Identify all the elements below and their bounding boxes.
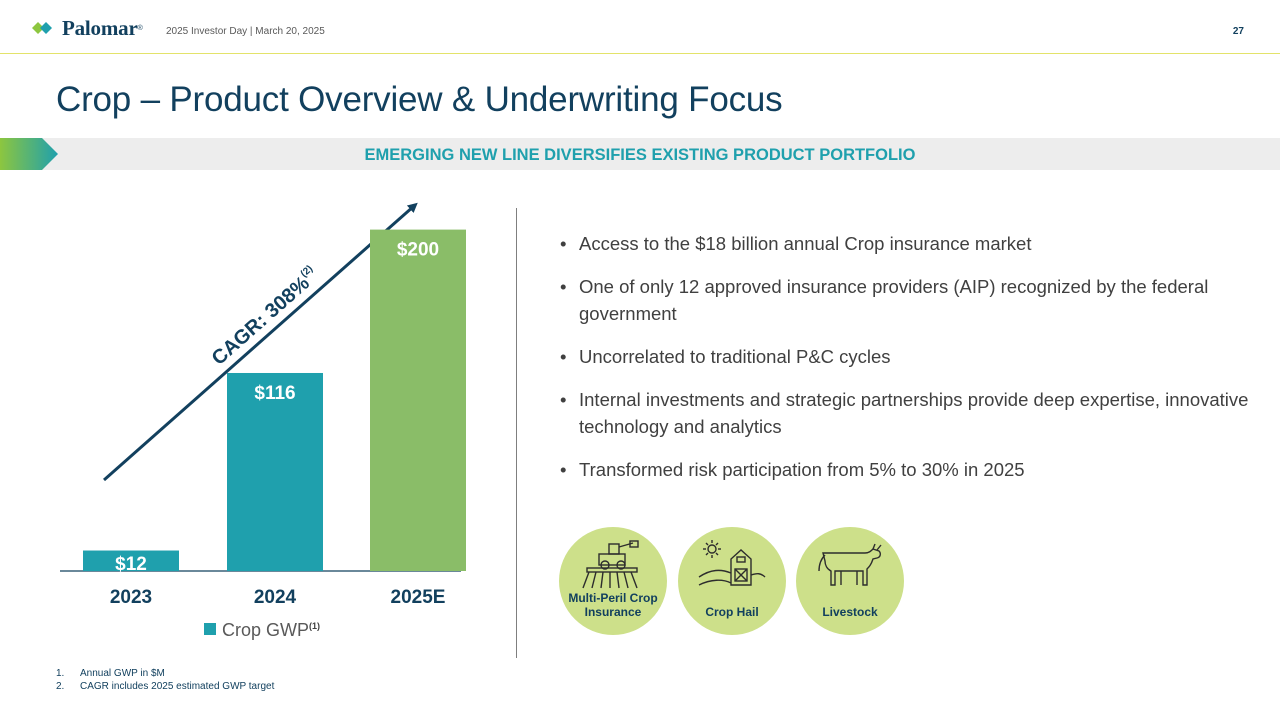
bullet-item: One of only 12 approved insurance provid…	[560, 273, 1250, 327]
bullet-item: Transformed risk participation from 5% t…	[560, 456, 1250, 483]
cagr-arrow	[103, 202, 418, 482]
legend-swatch	[204, 623, 216, 635]
banner-text: EMERGING NEW LINE DIVERSIFIES EXISTING P…	[364, 146, 916, 164]
crop-gwp-bar-chart: CAGR: 308%(2) $12 2023 $116 2024 $200 2025E C…	[60, 202, 466, 640]
palomar-logo[interactable]: Palomar ®	[32, 15, 143, 41]
bullet-item: Internal investments and strategic partn…	[560, 386, 1250, 440]
footnote-2: 2. CAGR includes 2025 estimated GWP targe…	[56, 681, 275, 692]
data-label-2024: $116	[254, 383, 295, 404]
cow-icon	[818, 543, 882, 586]
bar-2024	[227, 372, 323, 571]
bar-2025E	[370, 229, 466, 571]
banner-arrow-icon	[0, 138, 58, 170]
data-label-2023: $12	[115, 554, 147, 575]
cagr-annotation: CAGR: 308%(2)	[207, 263, 323, 369]
product-label: Crop Hail	[705, 605, 759, 619]
section-banner: EMERGING NEW LINE DIVERSIFIES EXISTING P…	[0, 138, 1280, 170]
product-livestock[interactable]: Livestock	[796, 527, 904, 635]
logo-registered-mark: ®	[137, 24, 143, 32]
combine-harvester-icon	[582, 540, 639, 589]
vertical-divider	[516, 208, 517, 658]
bullet-item: Access to the $18 billion annual Crop in…	[560, 230, 1250, 257]
palomar-logo-icon	[32, 22, 52, 34]
page-number: 27	[1232, 26, 1244, 37]
footnotes: 1. Annual GWP in $M 2. CAGR includes 2025 …	[56, 667, 274, 693]
bar-2023	[83, 550, 179, 571]
top-bar: Palomar ® 2025 Investor Day | March 20, 2…	[0, 0, 1280, 54]
footnote-1: 1. Annual GWP in $M	[56, 668, 165, 679]
barn-hail-icon	[698, 540, 766, 586]
key-points-list: Access to the $18 billion annual Crop in…	[560, 230, 1250, 499]
product-crop-hail[interactable]: Crop Hail	[678, 527, 786, 635]
product-label: Livestock	[822, 605, 878, 619]
legend-label: Crop GWP(1)	[222, 620, 320, 640]
logo-text: Palomar	[62, 15, 138, 40]
data-label-2025E: $200	[397, 240, 439, 261]
product-multi-peril-crop[interactable]: Multi-Peril Crop Insurance	[559, 527, 667, 635]
page-title: Crop – Product Overview & Underwriting F…	[56, 80, 783, 119]
event-label: 2025 Investor Day | March 20, 2025	[166, 26, 325, 37]
bullet-item: Uncorrelated to traditional P&C cycles	[560, 343, 1250, 370]
product-label: Multi-Peril Crop Insurance	[568, 591, 658, 619]
x-tick-label: 2023	[110, 587, 152, 608]
x-tick-label: 2025E	[391, 587, 446, 608]
x-tick-label: 2024	[254, 587, 297, 608]
